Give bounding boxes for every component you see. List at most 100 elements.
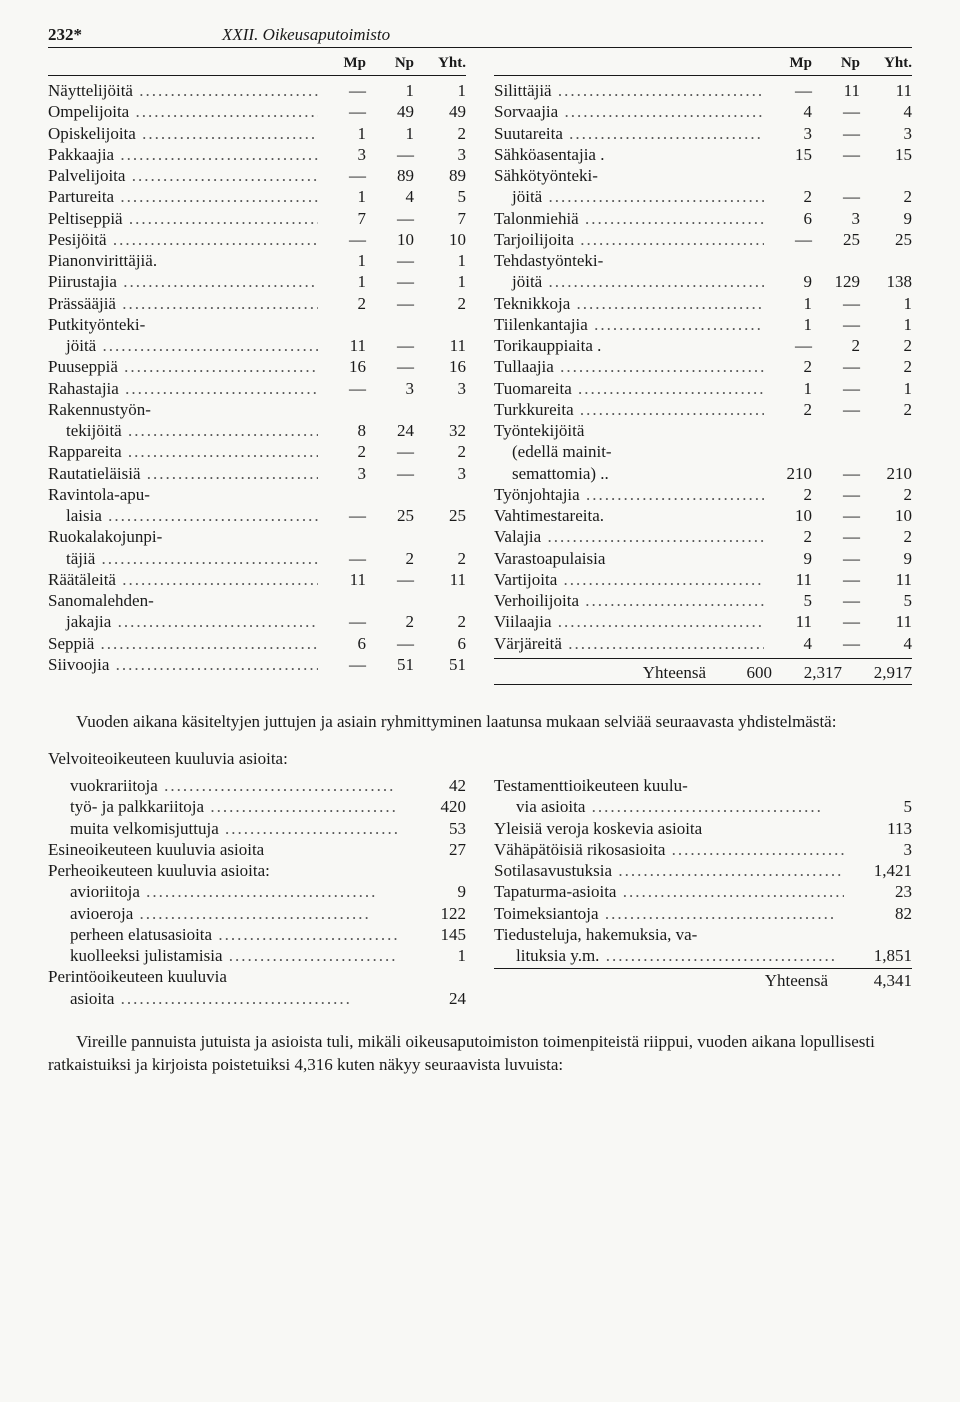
row-cell-yht: 9 <box>860 548 912 569</box>
row-cell-yht: 2 <box>414 293 466 314</box>
row-label: jöitä <box>48 335 318 356</box>
table-row: Vähäpätöisiä rikosasioita3 <box>494 839 912 860</box>
table-row: Tullaajia2—2 <box>494 356 912 377</box>
table-row: Viilaajia11—11 <box>494 611 912 632</box>
row-cell-mp: 2 <box>764 186 812 207</box>
row-cell-yht: 138 <box>860 271 912 292</box>
row-label: avioriitoja <box>48 881 398 902</box>
row-cell-yht: 2 <box>414 548 466 569</box>
table-row: Talonmiehiä639 <box>494 208 912 229</box>
table-row: Tarjoilijoita—2525 <box>494 229 912 250</box>
row-cell-yht: 16 <box>414 356 466 377</box>
table-row: Pakkaajia3—3 <box>48 144 466 165</box>
occ-col-header: Mp Np Yht. <box>48 54 466 76</box>
row-cell-mp: 3 <box>318 144 366 165</box>
row-label: muita velkomisjuttuja <box>48 818 398 839</box>
hdr-mp: Mp <box>764 54 812 73</box>
categories-table: vuokrariitoja42työ- ja palkkariitoja420m… <box>48 775 912 1009</box>
row-cell-yht: 11 <box>414 569 466 590</box>
table-row: Tuomareita1—1 <box>494 378 912 399</box>
row-cell-np: — <box>812 463 860 484</box>
row-cell-mp: 5 <box>764 590 812 611</box>
table-row: Puuseppiä16—16 <box>48 356 466 377</box>
table-row: Verhoilijoita5—5 <box>494 590 912 611</box>
row-cell-np: — <box>366 569 414 590</box>
row-cell-mp: 8 <box>318 420 366 441</box>
row-cell-yht: 210 <box>860 463 912 484</box>
row-cell-np: 11 <box>812 80 860 101</box>
row-cell-np: — <box>812 186 860 207</box>
table-row: Yleisiä veroja koskevia asioita113 <box>494 818 912 839</box>
row-cell-yht: 2 <box>414 441 466 462</box>
row-value: 145 <box>398 924 466 945</box>
page-header: 232* XXII. Oikeusaputoimisto <box>48 24 912 48</box>
row-label: perheen elatusasioita <box>48 924 398 945</box>
row-label: laisia <box>48 505 318 526</box>
row-cell-mp: 9 <box>764 271 812 292</box>
row-cell-mp: 15 <box>764 144 812 165</box>
table-row: Rautatieläisiä3—3 <box>48 463 466 484</box>
table-row: Palvelijoita—8989 <box>48 165 466 186</box>
row-cell-mp: — <box>764 335 812 356</box>
table-row: semattomia) ..210—210 <box>494 463 912 484</box>
row-cell-np: — <box>366 633 414 654</box>
table-row: Ravintola-apu- <box>48 484 466 505</box>
row-cell-yht: 15 <box>860 144 912 165</box>
row-value: 53 <box>398 818 466 839</box>
table-row: muita velkomisjuttuja53 <box>48 818 466 839</box>
row-cell-mp: 11 <box>318 569 366 590</box>
row-label: Partureita <box>48 186 318 207</box>
row-cell-mp: 16 <box>318 356 366 377</box>
row-cell-np: — <box>366 271 414 292</box>
row-label: Torikauppiaita . <box>494 335 764 356</box>
row-cell-np: — <box>812 144 860 165</box>
row-cell-mp: 3 <box>764 123 812 144</box>
row-cell-yht: 10 <box>414 229 466 250</box>
row-label: Valajia <box>494 526 764 547</box>
table-row: Esineoikeuteen kuuluvia asioita27 <box>48 839 466 860</box>
row-cell-np: — <box>812 526 860 547</box>
row-cell-yht: 2 <box>414 123 466 144</box>
hdr-np: Np <box>812 54 860 73</box>
table-row: lituksia y.m.1,851 <box>494 945 912 966</box>
table-row: asioita24 <box>48 988 466 1009</box>
table-row: avioeroja122 <box>48 903 466 924</box>
row-cell-yht: 11 <box>860 569 912 590</box>
table-row: Partureita145 <box>48 186 466 207</box>
row-cell-np: — <box>812 101 860 122</box>
row-cell-np: — <box>366 335 414 356</box>
row-cell-yht: 49 <box>414 101 466 122</box>
table-row: Sähkötyönteki- <box>494 165 912 186</box>
hdr-np: Np <box>366 54 414 73</box>
row-label: Värjäreitä <box>494 633 764 654</box>
row-cell-mp: 3 <box>318 463 366 484</box>
table-row: Perintöoikeuteen kuuluvia <box>48 966 466 987</box>
row-cell-yht: 2 <box>860 399 912 420</box>
row-cell-np: — <box>812 123 860 144</box>
row-cell-mp: 11 <box>764 569 812 590</box>
table-row: avioriitoja9 <box>48 881 466 902</box>
row-cell-np: 1 <box>366 80 414 101</box>
row-label: via asioita <box>494 796 844 817</box>
table-row: Vartijoita11—11 <box>494 569 912 590</box>
row-label: Sähkötyönteki- <box>494 165 764 186</box>
row-cell-np: — <box>812 548 860 569</box>
row-label: Rahastajia <box>48 378 318 399</box>
table-row: via asioita5 <box>494 796 912 817</box>
table-row: Värjäreitä4—4 <box>494 633 912 654</box>
row-cell-mp: 1 <box>318 250 366 271</box>
cat-left-col: vuokrariitoja42työ- ja palkkariitoja420m… <box>48 775 466 1009</box>
table-row: Ruokalakojunpi- <box>48 526 466 547</box>
row-value: 1,421 <box>844 860 912 881</box>
row-label: Testamenttioikeuteen kuulu- <box>494 775 844 796</box>
row-label: kuolleeksi julistamisia <box>48 945 398 966</box>
row-cell-yht: 25 <box>860 229 912 250</box>
table-row: Räätäleitä11—11 <box>48 569 466 590</box>
row-cell-yht: 4 <box>860 633 912 654</box>
table-row: Toimeksiantoja82 <box>494 903 912 924</box>
table-row: kuolleeksi julistamisia1 <box>48 945 466 966</box>
row-value: 82 <box>844 903 912 924</box>
row-cell-yht: 3 <box>860 123 912 144</box>
row-cell-yht: 51 <box>414 654 466 675</box>
row-cell-yht: 3 <box>414 463 466 484</box>
